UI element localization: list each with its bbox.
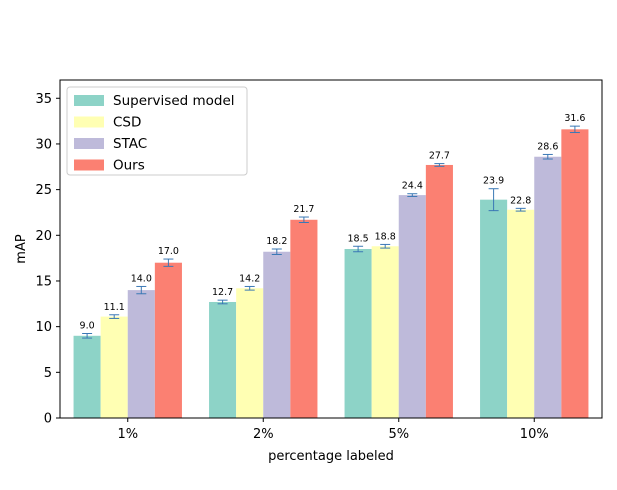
data-label: 28.6 — [537, 141, 558, 152]
bar — [507, 209, 535, 418]
legend-swatch — [74, 95, 104, 106]
legend-label: CSD — [113, 115, 141, 131]
bar — [100, 316, 128, 418]
y-tick-label: 5 — [44, 366, 52, 381]
legend-box — [66, 86, 248, 176]
legend-swatch — [74, 159, 104, 171]
bar — [290, 219, 318, 418]
bar — [154, 262, 182, 418]
x-axis: 1% 2% 5% 10% — [117, 418, 549, 442]
bar — [480, 199, 508, 418]
bar — [209, 301, 237, 418]
bar — [344, 249, 372, 418]
legend-label: Ours — [113, 158, 145, 174]
plot-frame — [59, 79, 603, 419]
legend-label: STAC — [113, 136, 147, 152]
data-label: 18.5 — [348, 233, 369, 244]
bar — [561, 129, 589, 419]
data-labels-group: 9.0 11.1 14.0 17.0 12.7 14.2 18.2 21.7 18.5 18.8 2… — [80, 113, 586, 331]
y-tick-label: 30 — [35, 137, 52, 152]
y-axis: 0 5 10 15 20 25 30 35 — [35, 92, 60, 427]
bar — [127, 290, 155, 418]
data-label: 9.0 — [80, 321, 95, 332]
bar — [263, 251, 291, 418]
y-tick-label: 20 — [35, 229, 52, 244]
bar — [398, 195, 426, 418]
bar — [425, 164, 453, 418]
x-tick-label: 1% — [117, 427, 138, 442]
data-label: 21.7 — [293, 204, 314, 215]
data-label: 18.2 — [266, 236, 287, 247]
x-tick-label: 10% — [520, 427, 549, 442]
data-label: 14.0 — [131, 273, 152, 284]
y-tick-label: 10 — [35, 320, 52, 335]
y-axis-label: mAP — [14, 234, 29, 264]
bar — [534, 156, 562, 418]
x-tick-label: 2% — [253, 427, 274, 442]
data-label: 11.1 — [104, 302, 125, 313]
x-tick-label: 5% — [388, 427, 409, 442]
y-tick-label: 25 — [35, 183, 52, 198]
data-label: 27.7 — [429, 151, 450, 162]
data-label: 31.6 — [564, 113, 585, 124]
data-label: 24.4 — [402, 181, 423, 192]
error-bars-group — [82, 125, 580, 339]
y-tick-label: 35 — [35, 92, 52, 107]
legend-swatch — [74, 116, 104, 128]
legend: Supervised model CSD STAC Ours — [66, 86, 248, 176]
data-label: 14.2 — [239, 273, 260, 284]
data-label: 23.9 — [483, 176, 504, 187]
legend-label: Supervised model — [113, 93, 235, 109]
x-axis-label: percentage labeled — [268, 449, 394, 464]
data-label: 12.7 — [212, 287, 233, 298]
bar — [371, 246, 399, 418]
bars-group — [73, 129, 589, 419]
data-label: 18.8 — [375, 231, 396, 242]
bar — [73, 335, 101, 418]
data-label: 17.0 — [158, 246, 179, 257]
bar — [236, 288, 264, 418]
legend-swatch — [74, 138, 104, 149]
data-label: 22.8 — [510, 195, 531, 206]
y-tick-label: 15 — [35, 274, 52, 289]
y-tick-label: 0 — [44, 412, 52, 427]
